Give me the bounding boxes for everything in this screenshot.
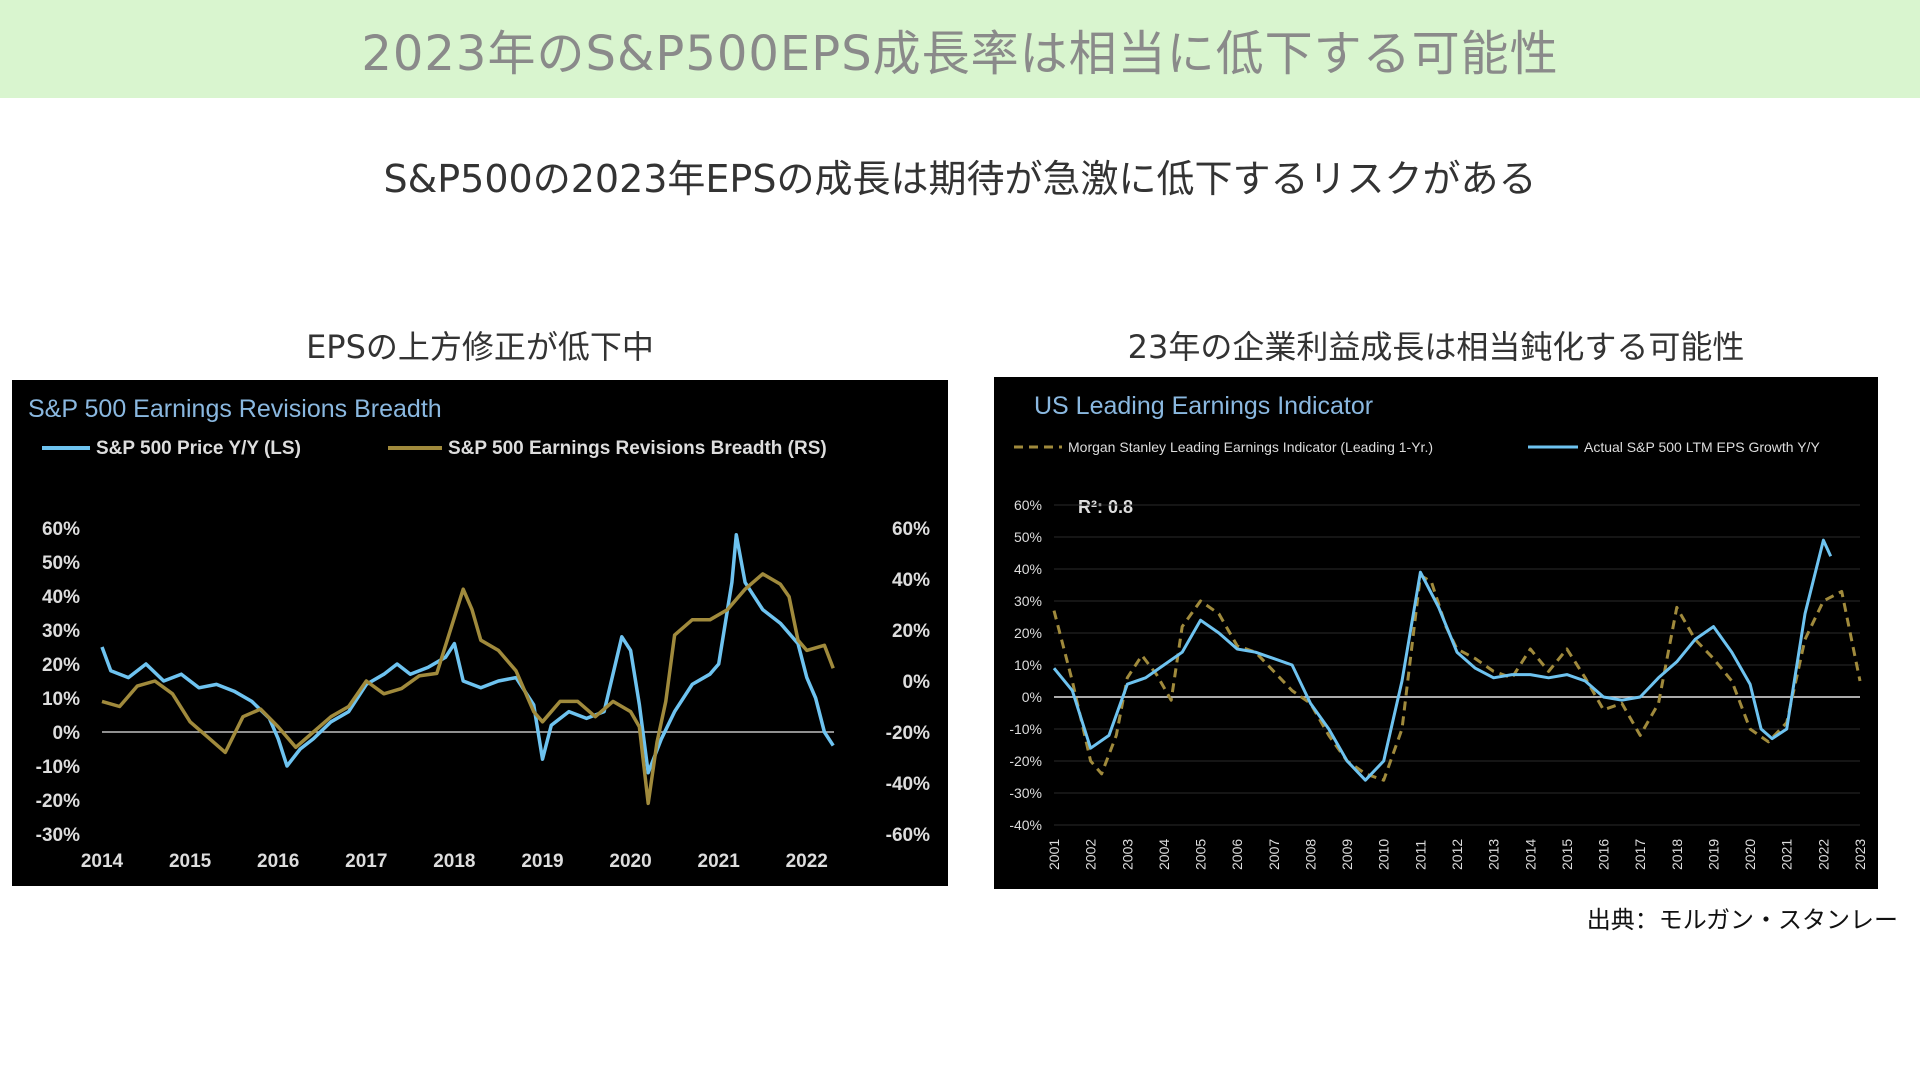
x-tick-label: 2019 xyxy=(1705,839,1721,870)
chart-title: S&P 500 Earnings Revisions Breadth xyxy=(28,395,442,423)
y-left-tick-label: 30% xyxy=(42,621,80,642)
x-tick-label: 2017 xyxy=(1632,839,1648,870)
y-left-tick-label: 40% xyxy=(42,587,80,608)
x-tick-label: 2015 xyxy=(169,851,212,872)
x-tick-label: 2014 xyxy=(81,851,124,872)
y-tick-label: -10% xyxy=(1009,721,1042,737)
x-tick-label: 2002 xyxy=(1083,839,1099,870)
leading-earnings-chart: US Leading Earnings Indicator Morgan Sta… xyxy=(994,377,1878,889)
source-note: 出典：モルガン・スタンレー xyxy=(1586,906,1898,934)
y-left-tick-label: -30% xyxy=(36,825,80,846)
x-tick-label: 2018 xyxy=(1669,839,1685,870)
x-tick-label: 2011 xyxy=(1412,840,1428,870)
legend-label-leading: Morgan Stanley Leading Earnings Indicato… xyxy=(1068,439,1433,455)
y-tick-label: 30% xyxy=(1014,593,1042,609)
series-line-leading xyxy=(1052,573,1862,782)
page-subtitle: S&P500の2023年EPSの成長は期待が急激に低下するリスクがある xyxy=(383,157,1537,201)
x-tick-label: 2018 xyxy=(433,851,475,872)
series-line-price xyxy=(100,533,835,775)
x-tick-label: 2012 xyxy=(1449,839,1465,870)
x-tick-label: 2022 xyxy=(786,851,828,872)
x-tick-label: 2023 xyxy=(1852,839,1868,870)
x-tick-label: 2009 xyxy=(1339,839,1355,870)
x-tick-label: 2015 xyxy=(1559,839,1575,870)
series-line-actual xyxy=(1052,538,1833,782)
y-tick-label: 0% xyxy=(1022,689,1042,705)
x-tick-label: 2021 xyxy=(698,851,741,872)
y-tick-label: 50% xyxy=(1014,529,1042,545)
y-right-tick-label: -20% xyxy=(886,723,930,744)
y-right-tick-label: 0% xyxy=(903,672,931,693)
x-tick-label: 2001 xyxy=(1046,839,1062,870)
y-right-tick-label: -40% xyxy=(886,774,930,795)
y-left-tick-label: 10% xyxy=(42,689,80,710)
x-tick-label: 2017 xyxy=(345,851,387,872)
x-tick-label: 2019 xyxy=(521,851,563,872)
legend-label-actual: Actual S&P 500 LTM EPS Growth Y/Y xyxy=(1584,439,1820,455)
x-tick-label: 2013 xyxy=(1486,839,1502,870)
y-left-tick-label: -10% xyxy=(36,757,80,778)
x-tick-label: 2022 xyxy=(1815,839,1831,870)
title-banner: 2023年のS&P500EPS成長率は相当に低下する可能性 xyxy=(0,0,1920,98)
leading-earnings-svg: US Leading Earnings Indicator Morgan Sta… xyxy=(1009,392,1868,870)
y-tick-label: -40% xyxy=(1009,817,1042,833)
y-right-tick-label: 60% xyxy=(892,519,930,540)
right-chart-title: 23年の企業利益成長は相当鈍化する可能性 xyxy=(1127,328,1745,366)
y-left-tick-label: 60% xyxy=(42,519,80,540)
earnings-revisions-svg: S&P 500 Earnings Revisions Breadth S&P 5… xyxy=(28,395,930,872)
legend-label-price: S&P 500 Price Y/Y (LS) xyxy=(96,438,301,459)
y-tick-label: -20% xyxy=(1009,753,1042,769)
plot-area: 60% 50% 40% 30% 20% 10% 0% -10% -20% -30% 60% 40% 20… xyxy=(36,519,930,872)
x-tick-label: 2005 xyxy=(1193,839,1209,870)
page-title: 2023年のS&P500EPS成長率は相当に低下する可能性 xyxy=(361,26,1559,82)
y-left-tick-label: 50% xyxy=(42,553,80,574)
x-tick-label: 2020 xyxy=(609,851,651,872)
x-tick-label: 2010 xyxy=(1376,839,1392,870)
r-squared-annotation: R²: 0.8 xyxy=(1078,497,1133,517)
x-tick-label: 2006 xyxy=(1229,839,1245,870)
y-tick-label: 40% xyxy=(1014,561,1042,577)
legend-label-revisions: S&P 500 Earnings Revisions Breadth (RS) xyxy=(448,438,827,459)
y-tick-label: 10% xyxy=(1014,657,1042,673)
y-left-tick-label: 0% xyxy=(53,723,81,744)
y-tick-label: -30% xyxy=(1009,785,1042,801)
y-left-tick-label: -20% xyxy=(36,791,80,812)
y-right-tick-label: 20% xyxy=(892,621,930,642)
plot-area: 60% 50% 40% 30% 20% 10% 0% -10% -20% -30% -40%2001… xyxy=(1009,497,1868,870)
x-tick-label: 2004 xyxy=(1156,839,1172,870)
x-tick-label: 2014 xyxy=(1522,839,1538,870)
x-tick-label: 2016 xyxy=(1596,839,1612,870)
earnings-revisions-chart: S&P 500 Earnings Revisions Breadth S&P 5… xyxy=(12,380,948,886)
left-chart-title: EPSの上方修正が低下中 xyxy=(306,328,654,366)
y-tick-label: 20% xyxy=(1014,625,1042,641)
x-tick-label: 2007 xyxy=(1266,839,1282,870)
y-left-tick-label: 20% xyxy=(42,655,80,676)
chart-title: US Leading Earnings Indicator xyxy=(1034,392,1373,420)
x-tick-label: 2020 xyxy=(1742,839,1758,870)
x-tick-label: 2003 xyxy=(1119,839,1135,870)
x-tick-label: 2021 xyxy=(1779,839,1795,870)
y-right-tick-label: 40% xyxy=(892,570,930,591)
x-tick-label: 2016 xyxy=(257,851,299,872)
series-line-revisions xyxy=(101,572,835,806)
y-tick-label: 60% xyxy=(1014,497,1042,513)
y-right-tick-label: -60% xyxy=(886,825,930,846)
x-tick-label: 2008 xyxy=(1302,839,1318,870)
